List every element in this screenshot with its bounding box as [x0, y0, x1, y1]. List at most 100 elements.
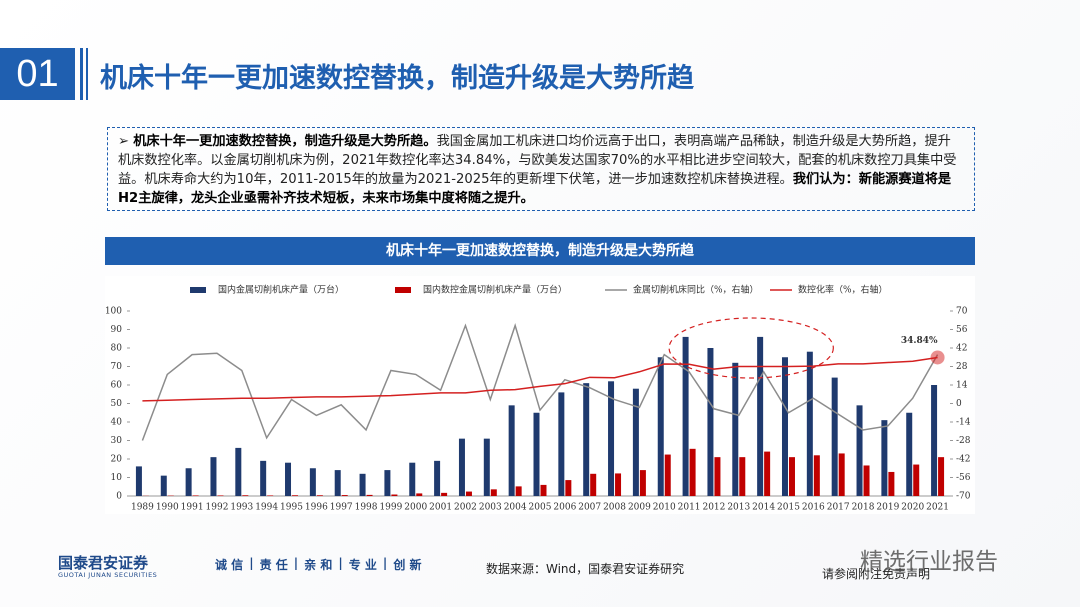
bar: [838, 453, 845, 496]
company-en: GUOTAI JUNAN SECURITIES: [58, 571, 158, 579]
x-tick-label: 2015: [777, 503, 800, 513]
x-tick-label: 2010: [653, 503, 676, 513]
bar: [931, 385, 938, 496]
x-tick-label: 2003: [479, 503, 502, 513]
y-tick-label: 60: [111, 381, 123, 391]
y2-tick-label: 0: [956, 399, 962, 409]
bar: [334, 470, 341, 496]
x-tick-label: 2002: [454, 503, 477, 513]
slogan-item: 创 新: [393, 558, 422, 572]
highlight-ellipse: [668, 317, 834, 379]
x-tick-label: 1990: [156, 503, 179, 513]
bar: [292, 495, 299, 496]
legend-swatch: [395, 287, 411, 293]
bar: [682, 336, 689, 496]
x-tick-label: 2000: [404, 503, 427, 513]
slogan-item: 责 任: [259, 558, 288, 572]
bar: [465, 491, 472, 496]
section-number: 01: [0, 48, 75, 100]
bar: [739, 457, 746, 496]
y2-tick-label: 14: [956, 381, 968, 391]
bar: [888, 471, 895, 496]
bar: [813, 455, 820, 496]
bar: [831, 377, 838, 496]
summary-body: 我国金属加工机床进口均价远高于出口，表明高端产品稀缺，制造升级是大势所趋，提升机…: [118, 134, 957, 187]
bar: [185, 468, 192, 496]
y-tick-label: 50: [111, 399, 123, 409]
bar: [906, 412, 913, 496]
x-tick-label: 2012: [702, 503, 725, 513]
bar: [863, 465, 870, 496]
bar: [639, 470, 646, 496]
y2-tick-label: -14: [956, 418, 971, 428]
slogan-item: 亲 和: [304, 558, 333, 572]
highlight-point: [930, 350, 945, 365]
bar: [366, 494, 373, 496]
bar: [359, 473, 366, 496]
y-tick-label: 90: [111, 325, 123, 335]
summary-conclusion: 我们认为：新能源赛道将是H2主旋律，龙头企业亟需补齐技术短板，未来市场集中度将随…: [118, 172, 952, 206]
bar: [764, 451, 771, 496]
bar: [267, 495, 274, 496]
x-tick-label: 2004: [504, 503, 527, 513]
bar: [913, 464, 920, 496]
bar: [881, 420, 888, 496]
bar: [490, 489, 497, 496]
chart-bg: [105, 276, 975, 514]
legend-label: 金属切削机床同比（%，右轴）: [633, 284, 759, 296]
x-tick-label: 1991: [181, 503, 204, 513]
x-tick-label: 2009: [628, 503, 651, 513]
bar: [192, 495, 199, 496]
bar: [806, 351, 813, 496]
bar: [285, 462, 292, 496]
bar: [856, 405, 863, 496]
y-tick-label: 30: [111, 436, 123, 446]
bar: [558, 392, 565, 496]
divider: [86, 48, 88, 100]
bar: [210, 457, 217, 496]
bar: [657, 357, 664, 496]
y-tick-label: 10: [111, 473, 123, 483]
slogan-item: |: [293, 556, 299, 570]
bar: [441, 492, 448, 496]
bar: [608, 381, 615, 496]
bar: [508, 405, 515, 496]
bar: [565, 480, 572, 496]
y-tick-label: 0: [116, 492, 122, 502]
divider: [80, 48, 83, 100]
x-tick-label: 2017: [827, 503, 850, 513]
chart: 0 10 20 30 40 50 60 70 80 90 100 -70 -56 -42 -28 -14 0 14…: [105, 276, 975, 514]
company-logo: 国泰君安证券: [58, 554, 149, 572]
x-tick-label: 2001: [429, 503, 452, 513]
line-series: [142, 356, 938, 402]
line-series: [141, 323, 939, 441]
x-tick-label: 1996: [305, 503, 328, 513]
slogan-item: |: [338, 556, 343, 570]
bar: [689, 448, 696, 496]
watermark: 精选行业报告: [860, 549, 998, 575]
legend-swatch: [190, 287, 206, 293]
slide-title: 机床十年一更加速数控替换，制造升级是大势所趋: [100, 63, 694, 94]
bar: [384, 470, 391, 496]
bar: [434, 460, 441, 496]
x-tick-label: 2020: [901, 503, 924, 513]
slogan-item: 诚 信: [215, 558, 244, 572]
x-tick-label: 2007: [578, 503, 601, 513]
chart-title: 机床十年一更加速数控替换，制造升级是大势所趋: [105, 237, 975, 265]
x-tick-label: 1994: [255, 503, 278, 513]
slogan-item: |: [249, 556, 254, 570]
x-tick-label: 2019: [876, 503, 899, 513]
bar: [757, 336, 764, 496]
bar: [590, 473, 597, 496]
bar: [515, 486, 522, 496]
x-tick-label: 1995: [280, 503, 303, 513]
x-tick-label: 2018: [852, 503, 875, 513]
legend-label: 数控化率（%，右轴）: [798, 284, 888, 296]
x-tick-label: 2014: [752, 503, 775, 513]
y2-tick-label: 70: [956, 307, 968, 317]
slogan-item: 专 业: [348, 558, 377, 572]
bar: [409, 462, 416, 496]
bar: [483, 438, 490, 496]
bar: [533, 412, 540, 496]
